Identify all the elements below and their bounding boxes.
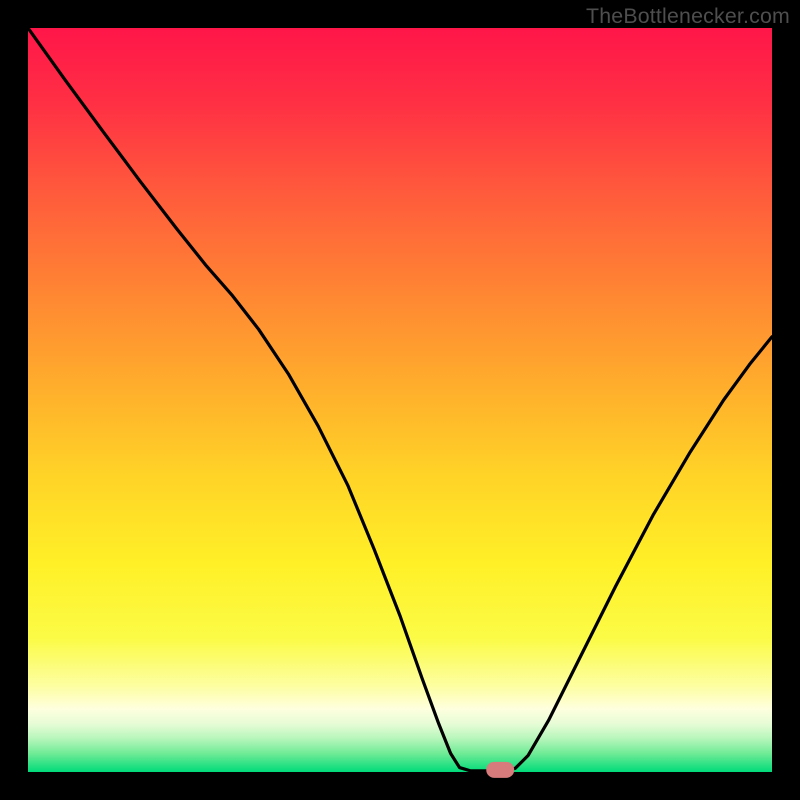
attribution-watermark: TheBottlenecker.com xyxy=(586,4,790,29)
figure-frame: TheBottlenecker.com xyxy=(0,0,800,800)
plot-area xyxy=(28,28,772,772)
curve-path xyxy=(28,28,772,771)
optimal-marker xyxy=(487,762,515,778)
bottleneck-curve xyxy=(28,28,772,772)
